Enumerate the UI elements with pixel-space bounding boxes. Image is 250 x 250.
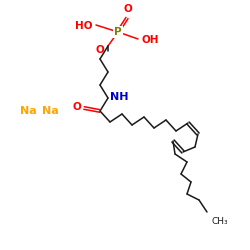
Text: NH: NH	[110, 92, 128, 102]
Text: O: O	[72, 102, 82, 112]
Text: O: O	[96, 45, 104, 55]
Text: HO: HO	[75, 21, 93, 31]
Text: P: P	[114, 27, 122, 37]
Text: OH: OH	[141, 35, 159, 45]
Text: Na: Na	[20, 106, 36, 116]
Text: CH₃: CH₃	[211, 217, 228, 226]
Text: Na: Na	[42, 106, 58, 116]
Text: O: O	[124, 4, 132, 14]
